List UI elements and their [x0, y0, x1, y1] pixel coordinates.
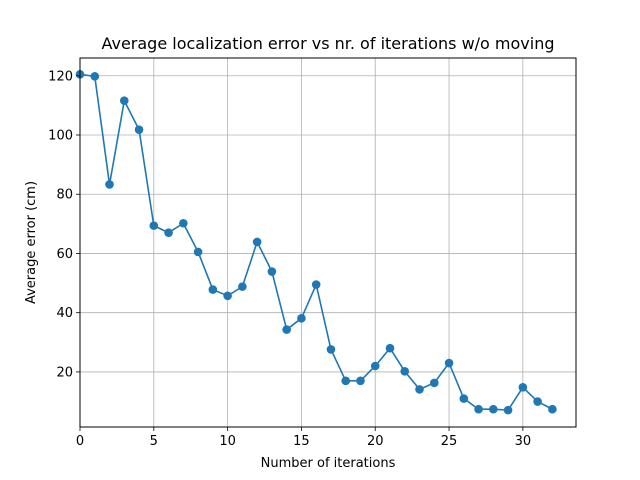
- x-tick-label: 20: [367, 434, 384, 449]
- x-tick-label: 30: [515, 434, 532, 449]
- grid-lines: [79, 58, 576, 427]
- x-tick-label: 25: [441, 434, 458, 449]
- x-axis-label: Number of iterations: [261, 456, 396, 471]
- data-point: [238, 282, 247, 291]
- x-tick-label: 15: [293, 434, 310, 449]
- y-tick-label: 60: [56, 247, 73, 262]
- data-point: [533, 397, 542, 406]
- data-point: [370, 361, 380, 371]
- data-point: [267, 267, 277, 276]
- data-point: [193, 247, 203, 257]
- x-axis-ticks: 0 5 10 15 20 25 30: [76, 427, 531, 449]
- data-point: [164, 228, 173, 238]
- y-axis-label: Average error (cm): [24, 181, 39, 304]
- data-point: [429, 378, 439, 388]
- x-tick-label: 0: [76, 434, 84, 449]
- x-tick-label: 5: [150, 434, 158, 449]
- y-tick-label: 40: [56, 306, 73, 321]
- data-point: [252, 237, 262, 247]
- data-point: [134, 125, 144, 134]
- y-axis-ticks: 20 40 60 80 100 120: [48, 69, 80, 380]
- data-point: [356, 376, 365, 386]
- data-point: [208, 285, 218, 294]
- data-point: [444, 358, 454, 368]
- x-tick-label: 10: [219, 434, 236, 449]
- data-point: [400, 367, 410, 376]
- data-point: [503, 405, 513, 415]
- data-point: [518, 383, 528, 392]
- data-point: [119, 96, 129, 105]
- data-point: [385, 343, 395, 353]
- series-layer: [75, 69, 557, 415]
- data-point: [459, 394, 469, 403]
- data-point: [311, 280, 321, 289]
- y-tick-label: 80: [56, 188, 73, 203]
- y-tick-label: 120: [48, 69, 73, 84]
- y-tick-label: 100: [48, 128, 73, 143]
- data-point: [415, 385, 424, 394]
- plot-frame: [79, 57, 577, 428]
- data-point: [223, 291, 232, 301]
- data-point: [179, 218, 188, 228]
- data-point: [341, 376, 351, 386]
- y-tick-label: 20: [56, 365, 73, 380]
- data-point: [474, 404, 483, 414]
- data-point: [326, 345, 336, 354]
- data-point: [297, 314, 306, 323]
- data-point: [105, 180, 114, 189]
- data-point: [149, 221, 159, 230]
- data-point: [548, 404, 557, 414]
- data-point: [489, 404, 498, 414]
- chart-title: Average localization error vs nr. of ite…: [101, 34, 554, 53]
- data-point: [90, 72, 100, 81]
- data-point: [282, 325, 291, 334]
